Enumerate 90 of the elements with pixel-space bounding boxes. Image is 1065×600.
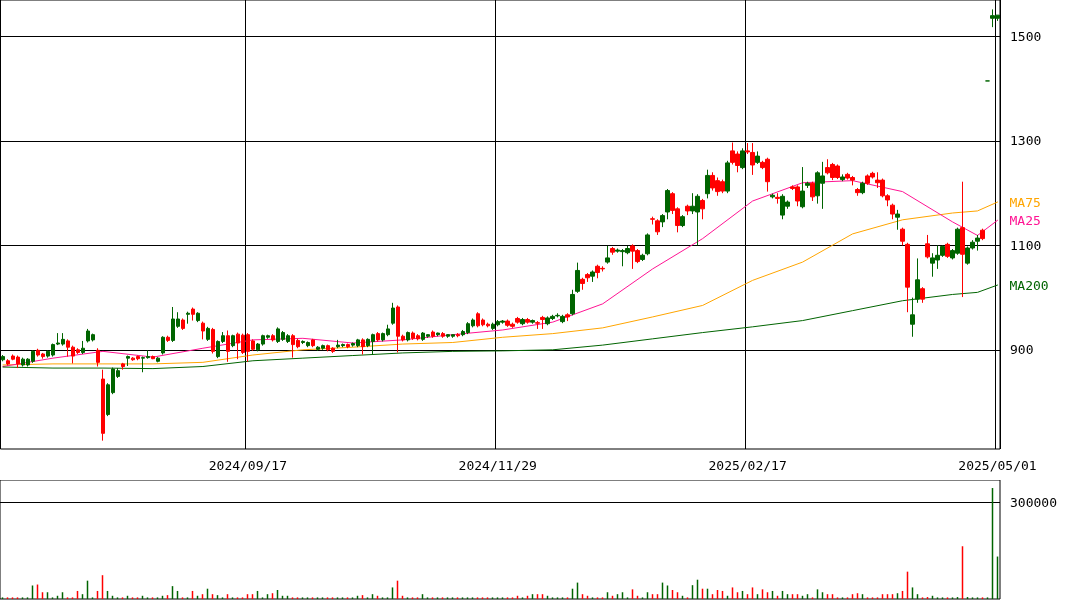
candlestick	[960, 181, 965, 298]
candlestick	[191, 307, 195, 322]
candlestick	[500, 319, 505, 325]
candlestick	[980, 228, 985, 241]
candlestick	[81, 340, 85, 355]
candlestick	[535, 320, 540, 330]
candlestick	[610, 246, 615, 256]
candlestick	[905, 242, 910, 313]
candlestick	[860, 181, 865, 195]
candlestick	[161, 335, 165, 355]
candlestick	[126, 355, 130, 367]
candlestick	[391, 302, 395, 326]
candlestick	[96, 347, 100, 368]
candlestick	[925, 234, 930, 259]
candlestick	[855, 187, 860, 197]
candlestick	[640, 253, 645, 262]
candlestick	[655, 218, 660, 236]
candlestick	[540, 315, 545, 330]
candlestick	[705, 169, 710, 199]
y-tick-label: 1300	[1010, 133, 1042, 149]
candlestick	[895, 209, 900, 231]
candlestick	[1, 354, 5, 362]
candlestick	[740, 147, 745, 170]
candlestick	[680, 214, 685, 228]
candlestick	[181, 317, 185, 331]
candlestick	[575, 262, 580, 294]
candlestick	[206, 326, 210, 342]
candlestick	[755, 150, 760, 165]
candlestick	[406, 331, 410, 342]
candlestick	[186, 311, 190, 325]
candlestick	[151, 355, 155, 360]
y-tick-label: 1500	[1010, 29, 1042, 45]
candlestick	[665, 188, 670, 220]
candlestick	[910, 297, 915, 338]
candlestick	[975, 234, 980, 252]
candlestick	[645, 232, 650, 256]
candlestick	[725, 160, 730, 194]
candlestick	[166, 335, 170, 343]
candlestick	[685, 204, 690, 216]
candlestick	[585, 272, 590, 283]
candlestick	[376, 331, 380, 342]
candlestick	[101, 369, 105, 442]
candlestick	[580, 277, 585, 291]
x-tick-label: 2024/11/29	[458, 458, 537, 473]
candlestick	[196, 311, 200, 323]
x-tick-label: 2025/05/01	[958, 458, 1037, 473]
candlestick	[700, 198, 705, 220]
candlestick	[945, 242, 950, 259]
x-tick-label: 2025/02/17	[708, 458, 787, 473]
candlestick	[456, 332, 460, 338]
x-tick-label: 2024/09/17	[208, 458, 288, 473]
candlestick	[810, 181, 815, 202]
candlestick	[311, 338, 315, 348]
candlestick	[6, 358, 10, 366]
candlestick	[890, 203, 895, 220]
candlestick	[570, 289, 575, 316]
series-label: MA75	[1009, 194, 1041, 210]
candlestick	[900, 227, 905, 246]
candlestick	[770, 193, 775, 199]
candlestick	[121, 362, 125, 371]
candlestick	[650, 216, 655, 225]
candlestick	[520, 317, 525, 326]
candlestick	[201, 321, 205, 340]
candlestick	[590, 269, 595, 283]
candlestick	[565, 312, 570, 322]
candlestick	[920, 286, 925, 304]
candlestick	[515, 316, 520, 325]
candlestick	[525, 317, 530, 325]
candlestick	[346, 343, 350, 349]
candlestick	[156, 356, 160, 363]
candlestick	[211, 327, 215, 354]
y-tick-label: 900	[1010, 342, 1034, 358]
y-tick-label: 1100	[1010, 237, 1042, 253]
candlestick	[231, 334, 235, 348]
candlestick	[840, 173, 845, 182]
candlestick	[441, 331, 445, 339]
y-tick-label: 300000	[1010, 495, 1057, 511]
candlestick	[436, 332, 440, 337]
candlestick	[226, 329, 230, 363]
candlestick	[361, 337, 365, 355]
candlestick	[805, 181, 810, 189]
candlestick	[431, 329, 435, 339]
series-label: MA200	[1009, 277, 1049, 293]
candlestick	[660, 213, 665, 228]
series-label: MA25	[1009, 212, 1041, 228]
candlestick	[271, 333, 275, 342]
candlestick	[530, 319, 535, 325]
candlestick	[775, 192, 780, 205]
candlestick	[800, 166, 805, 209]
candlestick	[605, 245, 610, 265]
